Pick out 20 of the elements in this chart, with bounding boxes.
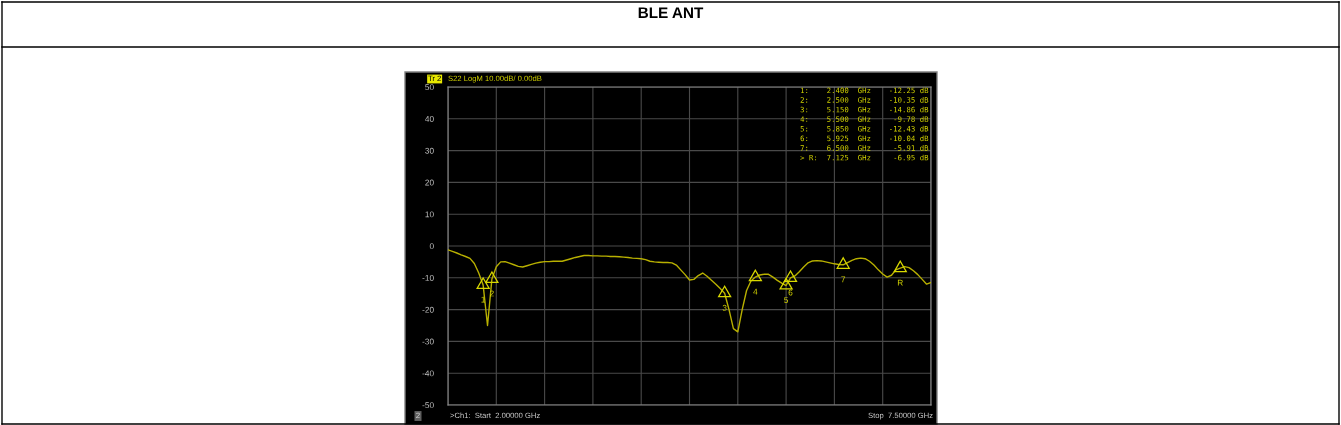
y-tick-label: 0 [429,243,434,250]
y-tick-label: -50 [422,402,434,409]
annotation: 3 [722,304,727,311]
y-tick-label: -20 [422,306,434,313]
y-tick-label: 30 [425,147,434,154]
chart-title: BLE ANT [638,7,704,18]
annotation: 7 [841,276,846,283]
y-tick-label: 40 [425,116,434,122]
annotation: 4 [753,288,758,295]
y-tick-label: -30 [422,338,434,345]
y-tick-label: 50 [425,84,434,91]
y-tick-label: -40 [422,370,434,377]
y-tick-label: 20 [425,179,434,186]
annotation: 6 [788,289,793,296]
annotation: 5 [784,297,789,304]
annotation: R [897,279,903,286]
annotation: 1 [481,296,486,303]
annotation: 2 [490,290,494,297]
y-tick-label: -10 [422,275,434,281]
y-tick-label: 10 [425,211,434,218]
